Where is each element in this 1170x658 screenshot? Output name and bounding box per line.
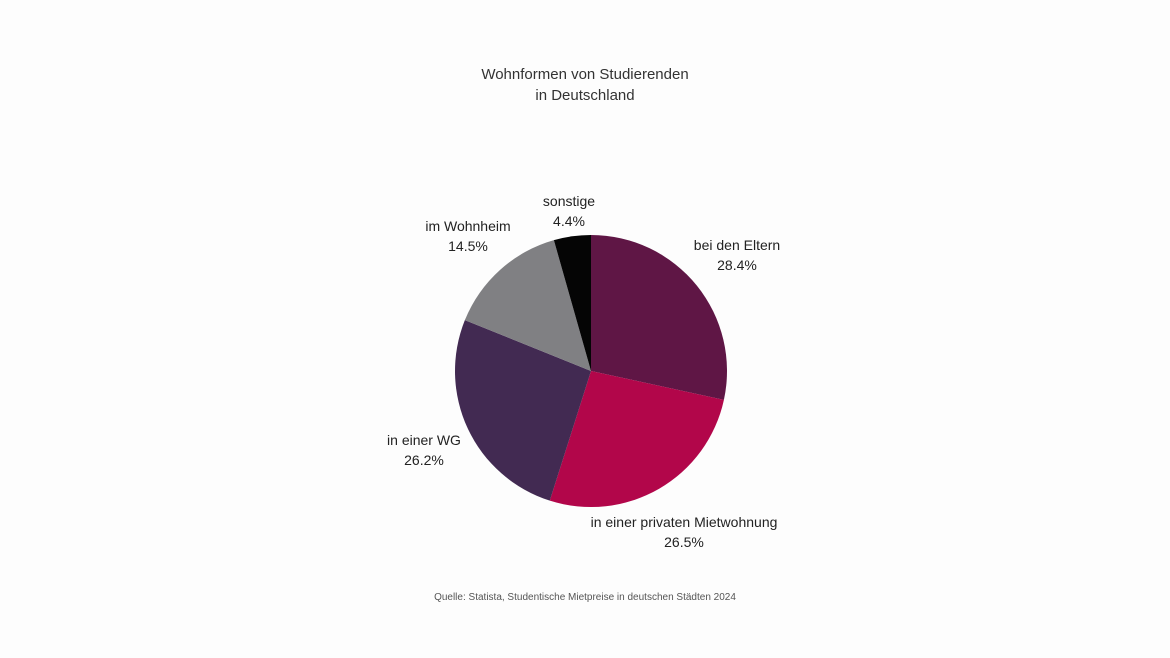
pie-slice-3 (455, 320, 591, 501)
pie-slice-5 (553, 235, 591, 371)
chart-source: Quelle: Statista, Studentische Mietpreis… (434, 592, 736, 603)
chart-title-line-2: in Deutschland (535, 87, 635, 104)
pie-slice-2 (549, 371, 724, 508)
slice-label-3: in einer WG (387, 432, 461, 448)
slice-value-label-5: 4.4% (553, 213, 585, 229)
slice-label-5: sonstige (543, 193, 595, 209)
slice-value-label-3: 26.2% (404, 452, 444, 468)
pie-slice-1 (591, 235, 728, 400)
slice-label-4: im Wohnheim (425, 218, 510, 234)
chart-title: Wohnformen von Studierenden in Deutschla… (0, 64, 1170, 106)
slice-value-label-1: 28.4% (717, 257, 757, 273)
slice-value-label-2: 26.5% (664, 534, 704, 550)
slice-label-1: bei den Eltern (694, 237, 780, 253)
chart-title-line-1: Wohnformen von Studierenden (481, 66, 689, 83)
slice-label-2: in einer privaten Mietwohnung (591, 514, 778, 530)
pie-slice-4 (464, 240, 591, 371)
slice-value-label-4: 14.5% (448, 238, 488, 254)
